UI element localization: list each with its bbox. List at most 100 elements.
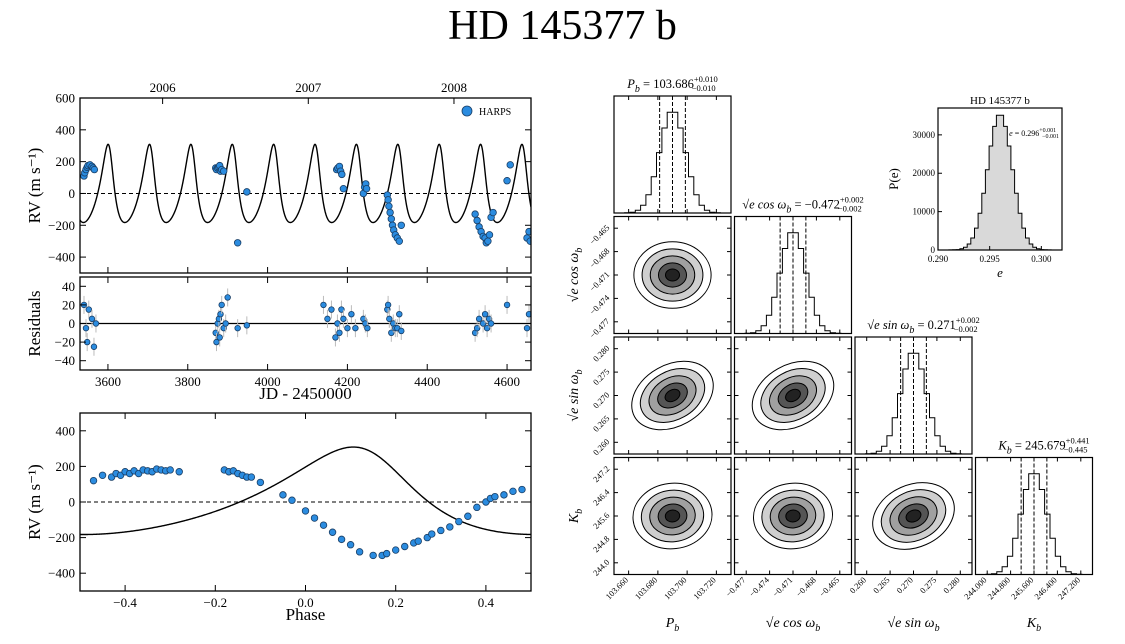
data-point	[387, 215, 396, 223]
x-tick-label: −0.474	[747, 574, 772, 599]
y-tick-label: 246.4	[591, 486, 612, 507]
x-tick-label: −0.477	[724, 575, 748, 599]
data-point	[233, 239, 242, 247]
data-point	[338, 306, 345, 313]
legend-marker	[461, 105, 473, 117]
panel-residuals: −40 −20 0 20 40 3600 3800 4000 4200 4400 4600 JD - …	[25, 276, 532, 403]
corner-frame	[613, 95, 732, 214]
y-tick-label: −0.474	[587, 292, 612, 317]
data-point	[324, 315, 331, 323]
y-tick-label: 244.0	[591, 557, 612, 578]
y-tick-label: 247.2	[591, 464, 612, 485]
data-point	[437, 526, 445, 535]
y-axis-label: P(e)	[886, 168, 901, 190]
y-tick-label: −400	[48, 250, 75, 265]
y-axis-label: Residuals	[25, 290, 44, 356]
y-tick-label: 20	[62, 297, 75, 312]
param-0-histogram	[614, 111, 731, 214]
data-point	[475, 315, 483, 323]
x-tick-label: 0.270	[894, 575, 915, 596]
data-point	[337, 535, 346, 544]
data-point	[503, 301, 511, 309]
data-point	[217, 311, 224, 318]
data-point	[489, 208, 497, 217]
panel-ecc-hist: 0.290 0.295 0.300 0 10000 20000 30000 HD 145377…	[886, 95, 1063, 264]
y-tick-label: 10000	[913, 207, 936, 217]
data-point	[382, 549, 391, 558]
data-point	[319, 521, 328, 529]
data-point	[487, 320, 495, 327]
param-3-histogram	[975, 473, 1093, 575]
ecc-panel-title: HD 145377 b	[970, 95, 1030, 107]
panel-rv-phase: −400 −200 0 200 400 −0.4 −0.2 0.0 0.2 0.4 Phase RV …	[25, 412, 532, 624]
y-tick-label: 0.265	[591, 413, 612, 434]
data-point	[397, 221, 405, 229]
x-tick-label: 3800	[175, 374, 201, 389]
data-point	[392, 546, 400, 554]
x-tick-label: 4600	[494, 374, 520, 389]
data-point	[362, 184, 371, 193]
data-point	[301, 507, 310, 515]
pair-3-2-contour	[905, 509, 922, 523]
data-point	[446, 523, 454, 531]
x-tick-label: −0.2	[204, 595, 228, 610]
y-tick-label: −200	[48, 218, 75, 233]
data-point	[385, 202, 393, 210]
data-point	[243, 188, 251, 196]
y-tick-label: −20	[55, 335, 75, 350]
x-tick-label: 246.400	[1032, 575, 1059, 602]
data-point	[90, 165, 99, 174]
data-point	[310, 514, 319, 522]
x-tick-label: −0.4	[113, 595, 137, 610]
x-axis-label: e	[997, 265, 1003, 280]
x-tick-label: 0.265	[871, 575, 892, 596]
y-tick-label: −40	[55, 353, 75, 368]
x-tick-label: 103.720	[691, 575, 718, 602]
x-tick-label: 0.4	[478, 595, 495, 610]
data-point	[279, 491, 287, 499]
data-point	[464, 512, 472, 520]
data-point	[224, 294, 231, 301]
corner-y-label: Kb	[567, 509, 585, 524]
pair-2-0-contour	[664, 388, 681, 403]
data-point	[473, 324, 481, 332]
data-point	[175, 468, 183, 476]
data-point	[364, 324, 371, 332]
data-point	[355, 548, 364, 556]
data-point	[401, 542, 409, 551]
y-tick-label: −0.477	[587, 316, 611, 340]
data-point	[386, 315, 393, 323]
data-point	[340, 315, 347, 323]
data-point	[346, 541, 355, 549]
y-tick-label: −0.468	[587, 246, 611, 270]
data-point	[82, 324, 90, 332]
x-tick-label: 0.260	[848, 575, 869, 596]
y-tick-label: −0.465	[587, 223, 611, 247]
y-tick-label: 0	[69, 186, 76, 201]
data-point	[88, 315, 96, 323]
data-point	[398, 327, 405, 335]
y-tick-label: 245.6	[591, 510, 612, 531]
top-x-tick-label: 2007	[295, 80, 322, 95]
x-tick-label: 0.290	[928, 254, 949, 264]
data-point	[455, 517, 463, 526]
data-point	[484, 237, 492, 245]
x-tick-label: 4000	[255, 374, 281, 389]
y-tick-label: 0	[69, 495, 76, 510]
param-1-histogram	[734, 232, 852, 334]
data-point	[388, 329, 395, 336]
ecc-annotation: e = 0.296+0.001 −0.001	[1009, 128, 1059, 140]
data-point	[218, 301, 225, 309]
y-tick-label: 40	[62, 279, 75, 294]
corner-x-label: Kb	[1026, 616, 1041, 634]
data-point	[288, 496, 296, 504]
data-point	[509, 487, 517, 496]
data-point	[243, 322, 251, 329]
data-point	[89, 476, 98, 485]
x-tick-label: 244.800	[985, 575, 1012, 602]
data-point	[216, 334, 223, 341]
data-point	[503, 177, 511, 185]
pair-3-1-contour	[785, 509, 801, 523]
x-tick-label: 103.680	[633, 575, 660, 602]
